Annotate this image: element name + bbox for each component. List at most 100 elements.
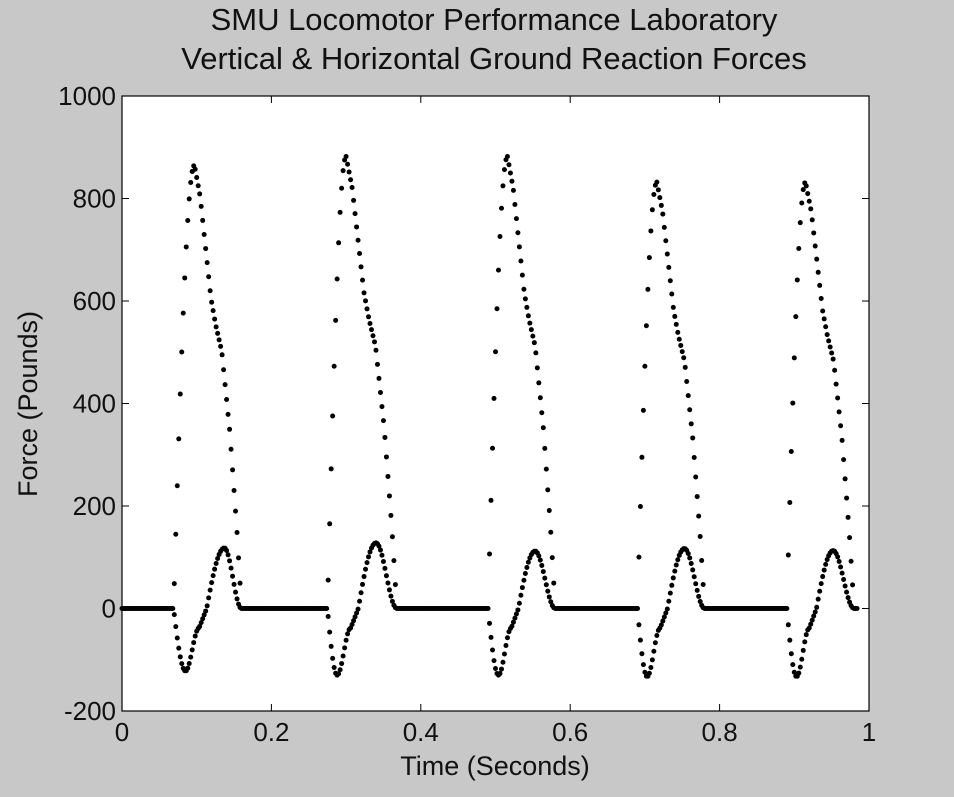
vertical-force-point xyxy=(793,314,799,320)
horizontal-force-point xyxy=(212,566,218,572)
horizontal-force-point xyxy=(224,548,230,554)
horizontal-force-point xyxy=(666,598,672,604)
horizontal-force-point xyxy=(339,661,345,667)
vertical-force-point xyxy=(382,434,388,440)
horizontal-force-point xyxy=(207,587,213,593)
horizontal-force-point xyxy=(234,596,240,602)
vertical-force-point xyxy=(227,426,233,432)
horizontal-force-point xyxy=(824,557,830,563)
vertical-force-point xyxy=(516,244,522,250)
vertical-force-point xyxy=(493,349,498,355)
horizontal-force-point xyxy=(688,561,694,567)
horizontal-force-point xyxy=(651,648,657,654)
vertical-force-point xyxy=(791,355,797,361)
vertical-force-point xyxy=(513,216,519,222)
horizontal-force-point xyxy=(491,658,497,664)
horizontal-force-point xyxy=(200,616,206,622)
horizontal-force-point xyxy=(685,550,691,556)
horizontal-force-point xyxy=(815,596,821,602)
horizontal-force-point xyxy=(383,573,389,579)
vertical-force-point xyxy=(645,286,651,292)
chart-title-line-1: SMU Locomotor Performance Laboratory xyxy=(211,2,778,37)
vertical-force-point xyxy=(682,364,688,370)
horizontal-force-point xyxy=(490,647,496,653)
vertical-force-point xyxy=(494,306,500,312)
vertical-force-point xyxy=(688,421,694,427)
horizontal-force-point xyxy=(206,595,212,601)
horizontal-force-point xyxy=(806,625,812,631)
horizontal-force-point xyxy=(225,552,231,558)
vertical-force-point xyxy=(207,288,213,294)
vertical-force-point xyxy=(221,367,227,373)
vertical-force-point xyxy=(380,418,386,424)
vertical-force-point xyxy=(509,178,515,184)
horizontal-force-point xyxy=(330,655,336,661)
vertical-force-point xyxy=(225,411,231,417)
vertical-force-point xyxy=(667,278,673,284)
vertical-force-point xyxy=(814,256,820,262)
vertical-force-point xyxy=(236,555,242,561)
vertical-force-point xyxy=(346,169,352,175)
horizontal-force-point xyxy=(694,587,700,593)
vertical-force-point xyxy=(660,211,666,217)
horizontal-force-point xyxy=(515,607,521,613)
vertical-force-point xyxy=(228,446,234,452)
vertical-force-point xyxy=(797,220,803,226)
horizontal-force-point xyxy=(185,665,191,671)
x-axis-label: Time (Seconds) xyxy=(400,751,590,781)
vertical-force-point xyxy=(684,379,690,384)
vertical-force-point xyxy=(835,395,841,401)
vertical-force-point xyxy=(360,277,366,283)
horizontal-force-point xyxy=(808,621,814,627)
x-tick-label: 0.4 xyxy=(403,717,439,747)
horizontal-force-point xyxy=(352,614,358,620)
vertical-force-point xyxy=(204,260,210,266)
vertical-force-point xyxy=(363,298,369,304)
vertical-force-point xyxy=(487,551,493,557)
vertical-force-point xyxy=(833,381,839,387)
horizontal-force-point xyxy=(791,669,797,675)
vertical-force-point xyxy=(805,191,811,197)
vertical-force-point xyxy=(358,264,364,270)
vertical-force-point xyxy=(201,232,207,237)
horizontal-force-point xyxy=(521,577,527,583)
horizontal-force-point xyxy=(669,582,675,588)
horizontal-force-point xyxy=(488,634,494,640)
vertical-force-point xyxy=(369,327,374,333)
vertical-force-point xyxy=(331,363,337,369)
vertical-force-point xyxy=(219,352,225,358)
vertical-force-point xyxy=(498,205,504,211)
horizontal-force-point xyxy=(340,653,346,659)
horizontal-force-point xyxy=(337,667,343,673)
vertical-force-point xyxy=(663,238,669,244)
vertical-force-point xyxy=(666,264,672,270)
vertical-force-point xyxy=(838,423,844,429)
vertical-force-point xyxy=(371,339,377,345)
horizontal-force-point xyxy=(845,595,851,601)
horizontal-force-point xyxy=(176,645,182,651)
horizontal-force-point xyxy=(228,565,234,571)
vertical-force-point xyxy=(521,286,527,292)
vertical-force-point xyxy=(507,170,513,176)
vertical-force-point xyxy=(796,245,802,251)
vertical-force-point xyxy=(664,251,670,257)
horizontal-force-point xyxy=(820,574,826,580)
vertical-force-point xyxy=(213,324,219,330)
horizontal-force-point xyxy=(170,606,176,611)
vertical-force-point xyxy=(506,162,512,168)
vertical-force-point xyxy=(206,274,212,280)
vertical-force-point xyxy=(545,487,551,493)
vertical-force-point xyxy=(531,340,537,346)
horizontal-force-point xyxy=(360,581,366,587)
horizontal-force-point xyxy=(809,617,815,623)
horizontal-force-point xyxy=(327,629,333,635)
vertical-force-point xyxy=(690,435,696,441)
vertical-force-point xyxy=(785,552,791,558)
vertical-force-point xyxy=(658,202,664,208)
vertical-force-point xyxy=(809,217,815,223)
horizontal-force-point xyxy=(345,631,351,637)
vertical-force-point xyxy=(325,577,331,583)
vertical-force-point xyxy=(836,409,842,415)
vertical-force-point xyxy=(824,332,830,338)
horizontal-force-point xyxy=(522,571,528,577)
